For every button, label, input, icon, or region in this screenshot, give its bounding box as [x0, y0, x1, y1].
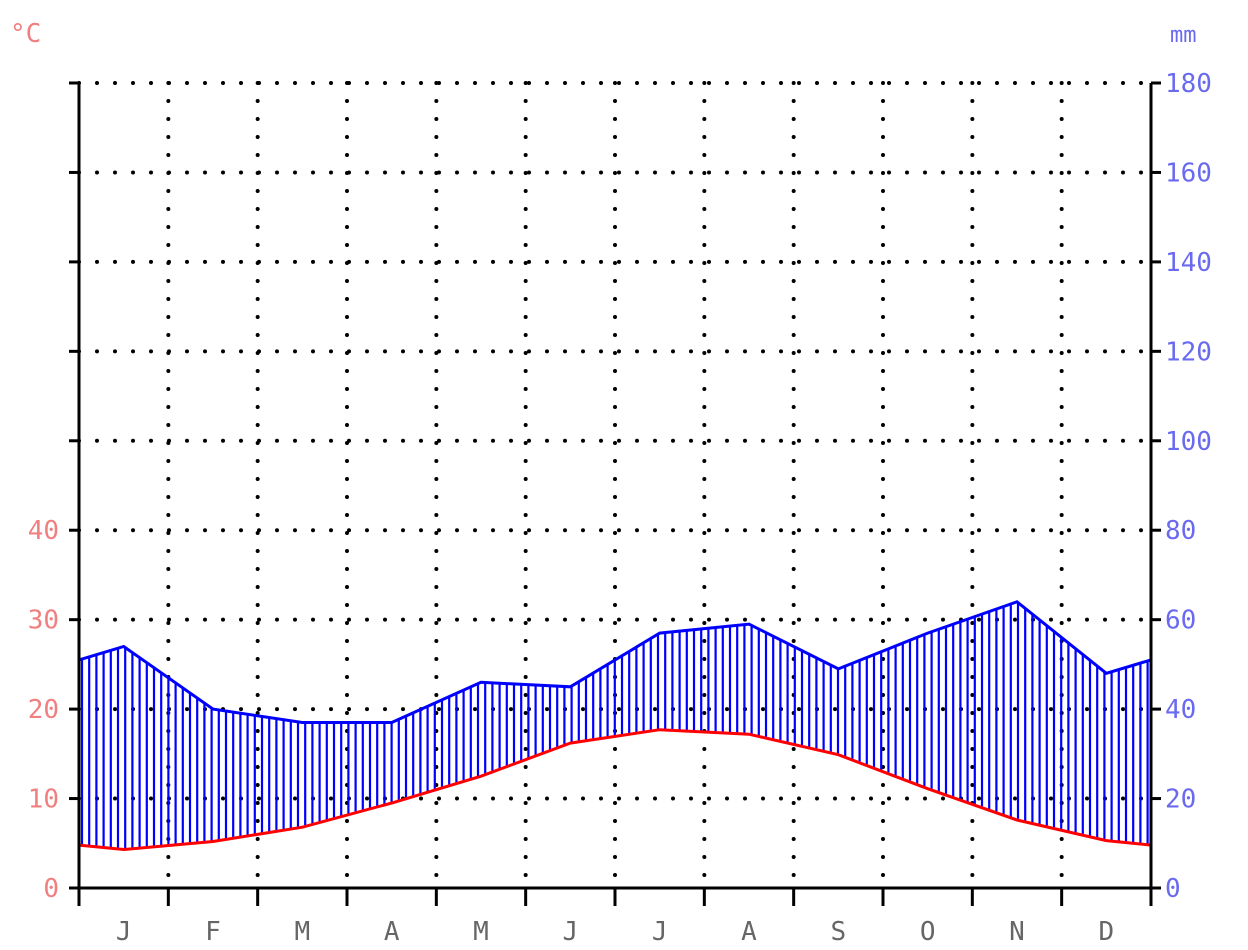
temperature-tick-label: 0 [43, 874, 59, 904]
month-label: J [116, 917, 132, 947]
precipitation-tick-label: 160 [1165, 158, 1212, 188]
month-label: M [473, 917, 489, 947]
temperature-tick-label: 10 [28, 785, 59, 815]
axes [69, 81, 1161, 906]
precipitation-tick-label: 100 [1165, 427, 1212, 457]
axis-labels: °C mm 0 10 20 30 40 0 20 40 60 80 100 120 140 160 180 J… [10, 19, 1212, 947]
month-label: A [741, 917, 757, 947]
temperature-tick-label: 20 [28, 695, 59, 725]
month-label: N [1009, 917, 1025, 947]
temperature-tick-label: 30 [28, 606, 59, 636]
precipitation-tick-label: 20 [1165, 785, 1196, 815]
precipitation-tick-label: 60 [1165, 606, 1196, 636]
precipitation-hatching [80, 602, 1149, 850]
temperature-unit-label: °C [10, 19, 41, 49]
temperature-tick-label: 40 [28, 516, 59, 546]
month-label: A [384, 917, 400, 947]
precipitation-tick-label: 140 [1165, 248, 1212, 278]
precipitation-tick-label: 80 [1165, 516, 1196, 546]
month-label: J [652, 917, 668, 947]
temperature-line [78, 728, 1152, 852]
month-label: O [920, 917, 936, 947]
precipitation-tick-label: 0 [1165, 874, 1181, 904]
month-label: F [205, 917, 221, 947]
series-lines [78, 600, 1152, 852]
month-label: M [295, 917, 311, 947]
precipitation-tick-label: 180 [1165, 69, 1212, 99]
month-label: J [563, 917, 579, 947]
grid [77, 81, 1153, 890]
month-label: S [831, 917, 847, 947]
precipitation-tick-label: 120 [1165, 337, 1212, 367]
precipitation-unit-label: mm [1170, 23, 1197, 48]
month-label: D [1099, 917, 1115, 947]
precipitation-line [78, 600, 1152, 724]
precipitation-tick-label: 40 [1165, 695, 1196, 725]
